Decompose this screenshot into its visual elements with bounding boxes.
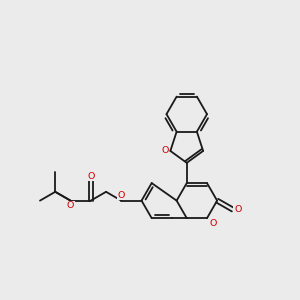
Text: O: O	[87, 172, 94, 181]
Text: O: O	[118, 190, 125, 200]
Text: O: O	[161, 146, 168, 155]
Text: O: O	[234, 205, 242, 214]
Text: O: O	[67, 201, 74, 210]
Text: O: O	[210, 218, 217, 227]
